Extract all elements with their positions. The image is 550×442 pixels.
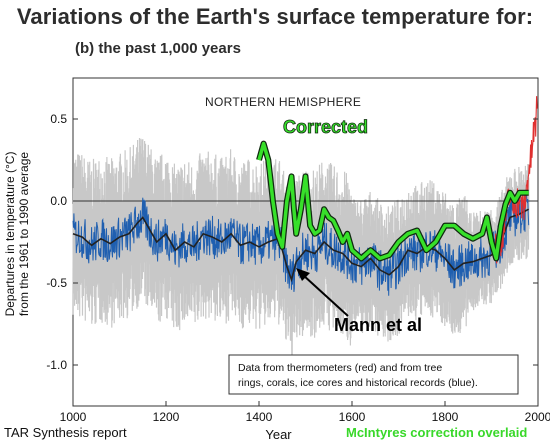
y-tick-label: 0.5	[50, 112, 67, 126]
corrected-annotation: Corrected	[283, 117, 368, 137]
annotation-arrow-head	[296, 268, 310, 281]
footer-source: TAR Synthesis report	[4, 425, 127, 440]
y-tick-label: -1.0	[46, 358, 67, 372]
y-axis-label: Departures in temperature (°C)from the 1…	[3, 152, 31, 317]
page-subtitle: (b) the past 1,000 years	[75, 40, 241, 57]
page-title: Variations of the Earth's surface temper…	[16, 4, 534, 29]
proxy-annual-line	[72, 189, 530, 296]
note-text-line-2: rings, corals, ice cores and historical …	[238, 377, 478, 389]
y-tick-label: -0.5	[46, 276, 67, 290]
x-tick-label: 1200	[153, 410, 180, 424]
region-label: NORTHERN HEMISPHERE	[205, 95, 361, 109]
note-box	[228, 354, 519, 395]
note-text-line-1: Data from thermometers (red) and from tr…	[238, 362, 442, 374]
x-tick-label: 1800	[432, 410, 459, 424]
proxy-smoothed-line	[72, 208, 530, 283]
x-axis-label: Year	[265, 427, 292, 442]
x-tick-label: 1600	[339, 410, 366, 424]
corrected-line	[257, 141, 529, 261]
mann-annotation: Mann et al	[334, 315, 422, 335]
annotation-arrow-shaft	[302, 274, 349, 317]
x-tick-label: 1400	[246, 410, 273, 424]
x-tick-label: 2000	[525, 410, 550, 424]
footer-overlay-note: McIntyres correction overlaid	[346, 425, 528, 440]
y-tick-label: 0.0	[50, 194, 67, 208]
x-tick-label: 1000	[60, 410, 87, 424]
